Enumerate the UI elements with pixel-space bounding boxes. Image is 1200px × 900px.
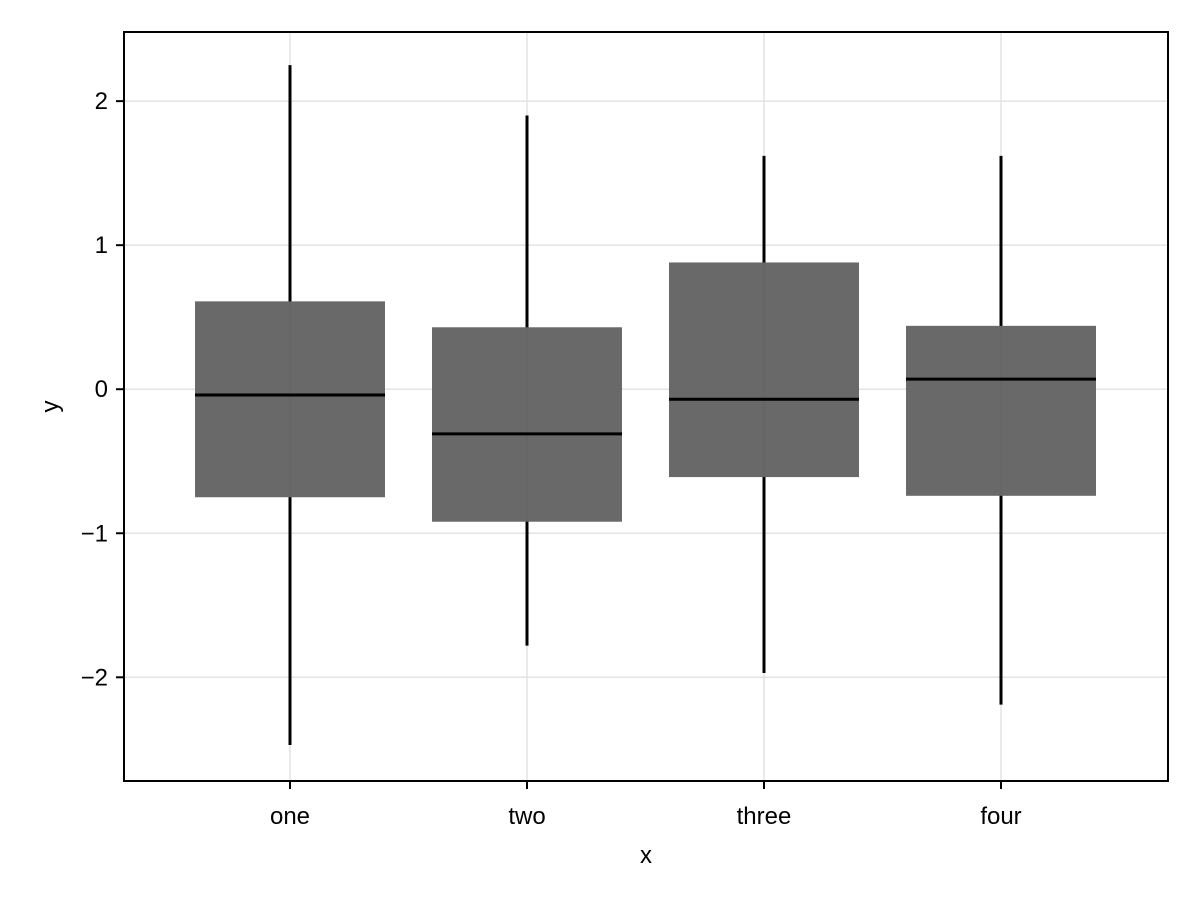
box-four bbox=[906, 155, 1096, 705]
y-tick-label: 2 bbox=[95, 88, 108, 115]
x-tick-label: four bbox=[980, 803, 1021, 830]
box-one bbox=[195, 65, 385, 745]
box-iqr bbox=[195, 301, 385, 498]
x-axis-label: x bbox=[640, 842, 652, 869]
y-axis-label: y bbox=[37, 401, 64, 413]
box-three bbox=[669, 155, 859, 673]
box-two bbox=[432, 115, 622, 646]
box-iqr bbox=[432, 327, 622, 522]
box-series bbox=[195, 65, 1096, 745]
x-tick-label: three bbox=[737, 803, 792, 830]
x-axis-ticks: one two three four bbox=[270, 781, 1022, 830]
y-tick-label: −2 bbox=[81, 664, 108, 691]
y-tick-label: −1 bbox=[81, 520, 108, 547]
box-iqr bbox=[669, 262, 859, 478]
box-iqr bbox=[906, 325, 1096, 496]
y-tick-label: 0 bbox=[95, 376, 108, 403]
y-tick-label: 1 bbox=[95, 232, 108, 259]
x-tick-label: two bbox=[508, 803, 545, 830]
plot-frame bbox=[123, 31, 1169, 782]
x-tick-label: one bbox=[270, 803, 310, 830]
y-axis-ticks: 2 1 0 −1 −2 bbox=[81, 88, 124, 691]
